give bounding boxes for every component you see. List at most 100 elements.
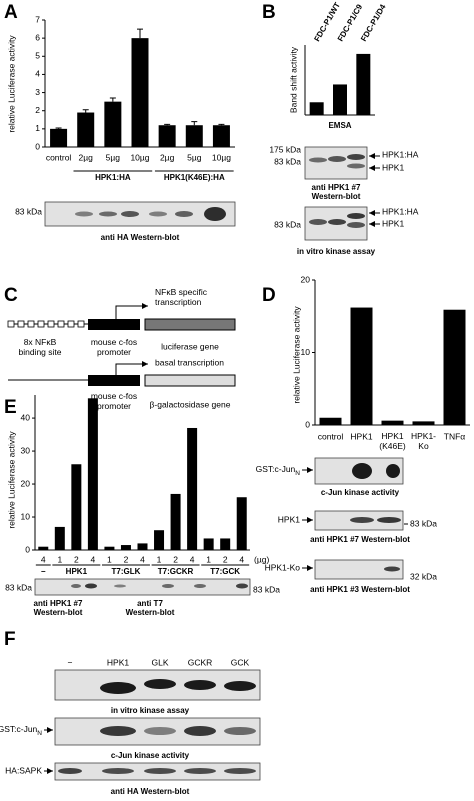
text-line: promoter <box>97 401 131 411</box>
blot-caption: anti HPK1 #7 Western-blot <box>310 535 410 544</box>
bar <box>220 538 231 550</box>
blot-band <box>175 211 193 217</box>
y-tick-label: 5 <box>35 51 40 61</box>
text-line: Ko <box>418 441 429 451</box>
x-tick-label: 2µg <box>160 152 175 162</box>
blot-band <box>347 222 365 228</box>
group-label: HPK1:HA <box>95 173 131 182</box>
x-axis-label: EMSA <box>328 121 351 130</box>
group-label: HPK1(K46E):HA <box>164 173 225 182</box>
blot-band <box>224 681 256 691</box>
panel-label: C <box>4 285 18 306</box>
x-tick-label: 2 <box>74 554 79 564</box>
blot-band <box>309 219 327 225</box>
x-tick-label: 2µg <box>79 152 94 162</box>
bar <box>154 530 165 550</box>
y-tick-label: 0 <box>305 419 310 429</box>
blot-band <box>347 213 365 219</box>
x-tick-label: 10µg <box>212 152 231 162</box>
kda-label: 83 kDa <box>253 584 280 594</box>
bar <box>333 84 347 115</box>
bar <box>187 427 198 550</box>
bar <box>170 493 181 550</box>
bar <box>38 546 49 550</box>
transcription-arrow <box>115 303 148 319</box>
blot <box>304 146 368 180</box>
blot-caption: anti HPK1 #3 Western-blot <box>310 585 410 594</box>
panel-label: F <box>4 629 16 650</box>
blot-caption: c-Jun kinase activity <box>321 488 400 497</box>
blot-band <box>328 156 346 162</box>
bar <box>104 546 115 550</box>
group-label: T7:GCKR <box>158 567 194 576</box>
text-line: Western-blot <box>312 192 361 201</box>
bar <box>71 464 82 550</box>
label-text: GST:c-Jun <box>0 724 38 734</box>
x-tick-label: 1 <box>206 554 211 564</box>
blot-band <box>236 583 248 589</box>
blot-caption: c-Jun kinase activity <box>111 751 190 760</box>
x-tick-label: HPK1 <box>350 431 372 441</box>
blot-band <box>347 154 365 160</box>
blot-caption: in vitro kinase assay <box>111 706 190 715</box>
promoter <box>88 319 140 330</box>
error-bar <box>109 97 116 102</box>
y-tick-label: 30 <box>21 445 31 455</box>
binding-sites <box>7 320 85 328</box>
x-tick-label: 4 <box>239 554 244 564</box>
blot-band <box>184 726 216 736</box>
x-tick-label: 10µg <box>130 152 149 162</box>
group-label: HPK1 <box>66 567 88 576</box>
label-text: GST:c-Jun <box>256 464 296 474</box>
blot-label: HPK1-Ko <box>265 562 301 572</box>
x-tick-label: 1 <box>157 554 162 564</box>
y-axis-label: relative Luciferase activity <box>291 306 301 404</box>
band-label: HPK1 <box>382 218 404 228</box>
bar <box>309 102 324 115</box>
text-line: (K46E) <box>379 441 406 451</box>
blot-caption: anti HA Western-blot <box>101 233 180 242</box>
transcription-arrow <box>115 361 148 375</box>
y-axis-label: relative Luciferase activity <box>6 431 16 529</box>
lane-label: − <box>68 657 73 667</box>
bar <box>131 38 149 148</box>
blot-band <box>309 157 327 163</box>
x-tick-label: TNFα <box>444 431 466 441</box>
bar <box>236 497 247 550</box>
x-tick-label: 2 <box>124 554 129 564</box>
blot-caption: anti HPK1 #7 Western-blot <box>34 599 83 617</box>
bar <box>443 309 466 425</box>
lane-label: HPK1 <box>107 657 129 667</box>
blot-band <box>114 584 126 588</box>
text-line: HPK1 <box>381 431 403 441</box>
text-line: anti HPK1 #7 <box>34 599 83 608</box>
blot-label: GST:c-JunN <box>256 464 301 476</box>
error-bar <box>218 123 225 126</box>
x-tick-label: 4 <box>140 554 145 564</box>
y-tick-label: 0 <box>25 544 30 554</box>
group-label: T7:GLK <box>112 567 141 576</box>
x-tick-label: 2 <box>223 554 228 564</box>
blot-label: HPK1 <box>278 514 300 524</box>
blot-band <box>386 464 400 478</box>
text-line: mouse c-fos <box>91 391 137 401</box>
bar <box>87 398 98 550</box>
blot-band <box>224 768 256 774</box>
kda-label: 83 kDa <box>274 156 301 166</box>
bar <box>50 128 68 147</box>
error-bar <box>191 121 198 126</box>
text-line: NFκB specific <box>155 287 208 297</box>
panel-label: A <box>4 2 18 23</box>
blot-band <box>384 566 400 572</box>
kda-label: 175 kDa <box>269 144 301 154</box>
x-tick-label: 4 <box>41 554 46 564</box>
error-bar <box>137 28 143 39</box>
y-tick-label: 10 <box>21 511 31 521</box>
y-tick-label: 7 <box>35 14 40 24</box>
blot <box>314 559 404 580</box>
blot <box>34 578 251 596</box>
y-tick-label: 20 <box>301 274 311 284</box>
text-line: mouse c-fos <box>91 337 137 347</box>
x-tick-label: control <box>46 152 72 162</box>
